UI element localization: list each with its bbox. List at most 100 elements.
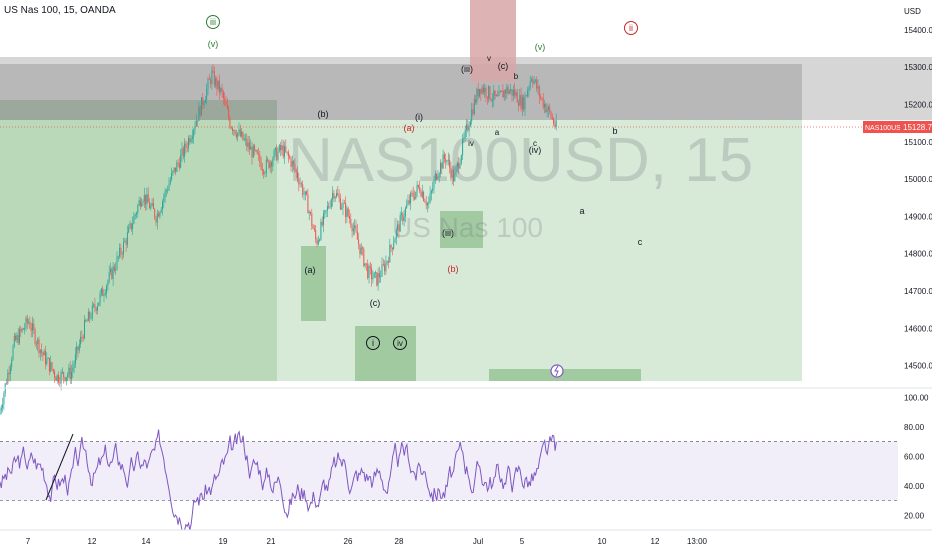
candle-body — [537, 86, 539, 89]
rsi-tick-label: 20.00 — [904, 511, 925, 520]
candle-body — [425, 202, 427, 206]
candle-body — [112, 266, 114, 279]
candle-body — [302, 184, 304, 195]
price-tick-label: 14900.0 — [904, 212, 932, 221]
chart-header-title[interactable]: US Nas 100, 15, OANDA — [4, 5, 116, 16]
candle-body — [359, 244, 361, 255]
candle-body — [427, 203, 428, 206]
time-tick-label: 14 — [142, 537, 151, 546]
zone-box-bottom — [489, 369, 641, 381]
candle-body — [326, 206, 328, 211]
candle-body — [549, 106, 551, 112]
candle-body — [469, 121, 471, 127]
candle-body — [295, 169, 297, 172]
candle-body — [54, 371, 56, 378]
wave-label-iii-paren: (iii) — [461, 64, 473, 74]
candle-body — [506, 86, 508, 94]
candle-body — [158, 213, 160, 217]
candle-body — [178, 163, 180, 168]
candle-body — [421, 191, 423, 197]
candle-body — [97, 305, 98, 311]
candle-body — [460, 155, 462, 164]
wave-label-iv-small: iv — [468, 139, 474, 148]
rsi-axis[interactable]: 100.00 80.00 60.00 40.00 20.00 — [904, 393, 929, 520]
candle-body — [428, 201, 430, 204]
price-axis[interactable]: 15400.0 15300.0 15200.0 15100.0 15000.0 14900… — [904, 26, 932, 371]
candle-body — [123, 241, 124, 255]
candle-body — [416, 185, 418, 192]
candle-body — [160, 209, 162, 213]
candle-body — [294, 164, 296, 170]
candle-body — [321, 221, 323, 226]
candle-body — [17, 334, 19, 344]
candle-body — [516, 92, 518, 103]
candle-body — [47, 358, 49, 359]
candles-group — [0, 64, 557, 416]
trend-line-drawing[interactable] — [45, 433, 74, 501]
candle-body — [104, 293, 106, 295]
candle-body — [486, 96, 488, 99]
zone-gray-band — [0, 57, 932, 120]
candle-body — [313, 228, 315, 231]
wave-label-b-paren-red: (b) — [448, 264, 459, 274]
candle-body — [19, 329, 20, 344]
candle-body — [527, 90, 529, 97]
wave-label-a-paren-box: (a) — [305, 265, 316, 275]
time-axis[interactable]: 7 12 14 19 21 26 28 Jul 5 10 12 13:00 — [26, 537, 708, 546]
candle-body — [41, 349, 43, 353]
candle-body — [245, 138, 246, 140]
candle-body — [390, 245, 392, 248]
candle-body — [206, 88, 208, 100]
candle-body — [74, 354, 76, 364]
candle-body — [488, 86, 490, 99]
watermark-symbol: NAS100USD, 15 — [288, 126, 754, 195]
candle-body — [272, 159, 274, 167]
candle-body — [99, 293, 101, 303]
candle-body — [342, 203, 344, 208]
candle-body — [0, 408, 2, 411]
candle-body — [467, 124, 469, 131]
candle-body — [349, 216, 350, 219]
candle-body — [26, 317, 28, 323]
candle-body — [77, 346, 79, 351]
candle-body — [316, 239, 318, 245]
candle-body — [454, 172, 456, 182]
candle-body — [39, 349, 41, 354]
candle-body — [466, 124, 467, 130]
candle-body — [71, 371, 72, 379]
candle-body — [221, 87, 223, 92]
candle-body — [7, 372, 9, 384]
candle-body — [411, 192, 413, 194]
iii-circle-marker — [206, 15, 220, 29]
candle-body — [25, 317, 27, 329]
time-tick-label: 21 — [267, 537, 276, 546]
candle-body — [362, 247, 363, 249]
wave-label-iii-circle: iii — [210, 17, 216, 27]
candle-body — [89, 311, 91, 319]
candle-body — [524, 95, 526, 110]
candle-body — [33, 323, 35, 330]
candle-body — [81, 336, 83, 338]
wave-label-b-right: b — [612, 126, 617, 136]
candle-body — [375, 272, 376, 274]
candle-body — [503, 90, 505, 98]
candle-body — [237, 132, 239, 138]
candle-body — [63, 372, 65, 378]
candle-body — [493, 90, 495, 100]
last-price-value: 15128.7 — [903, 123, 932, 132]
candle-body — [12, 346, 14, 360]
time-tick-label: 12 — [651, 537, 660, 546]
candle-body — [20, 329, 22, 332]
candle-body — [269, 162, 271, 169]
candle-body — [204, 99, 206, 103]
candle-body — [378, 273, 380, 278]
candle-body — [28, 321, 30, 323]
candle-body — [451, 169, 453, 178]
candle-body — [117, 256, 119, 258]
candle-body — [551, 117, 553, 119]
rsi-tick-label: 40.00 — [904, 482, 925, 491]
candle-body — [254, 145, 256, 151]
last-price-value-badge — [900, 121, 932, 133]
candle-body — [199, 106, 201, 116]
